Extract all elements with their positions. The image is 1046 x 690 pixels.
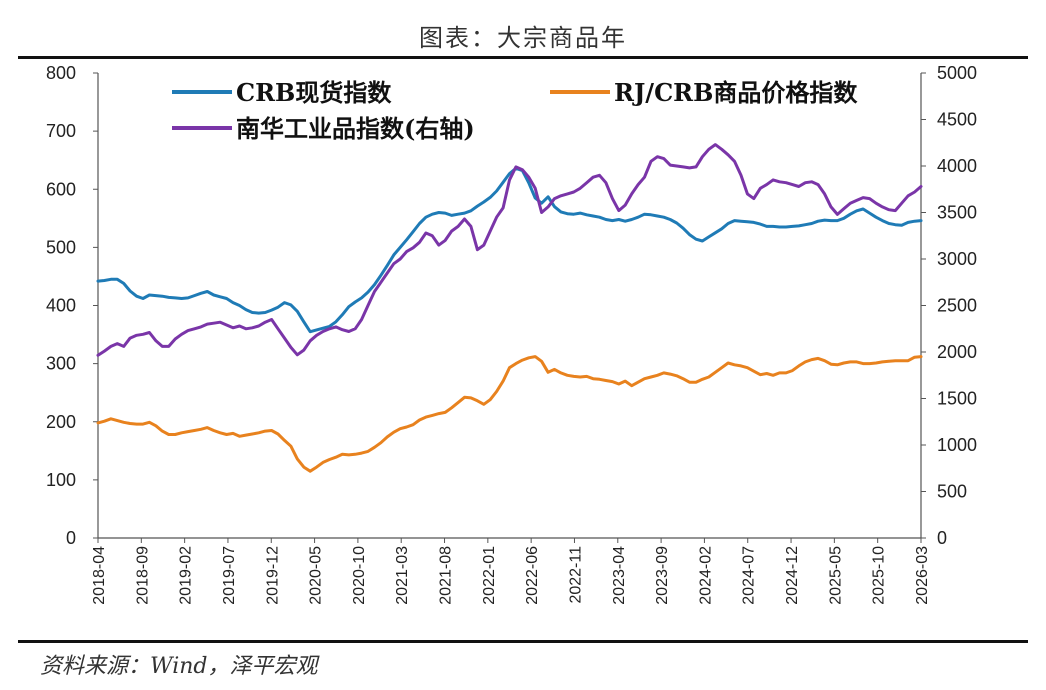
legend-label-rj: RJ/CRB商品价格指数 [614, 78, 858, 107]
y-left-tick-label: 800 [46, 63, 76, 83]
series-line-crb [96, 166, 923, 334]
x-tick-label: 2018-04 [91, 546, 108, 605]
x-tick-label: 2021-08 [438, 546, 455, 605]
x-tick-label: 2025-05 [827, 546, 844, 605]
x-tick-label: 2022-11 [567, 546, 584, 604]
y-right-tick-label: 4000 [937, 156, 977, 176]
x-tick-label: 2019-02 [178, 546, 195, 605]
y-left-tick-label: 200 [46, 412, 76, 432]
x-tick-label: 2020-10 [351, 546, 368, 605]
y-right-tick-label: 0 [937, 528, 947, 548]
x-tick-label: 2020-05 [308, 546, 325, 605]
axes-group: 0 100 200 300 400 500 600 700 800 0 500 1000 1500 200… [46, 63, 977, 605]
y-right-tick-label: 4500 [937, 110, 977, 130]
x-tick-label: 2024-12 [784, 546, 801, 605]
x-tick-label: 2023-04 [611, 546, 628, 605]
x-tick-label: 2018-09 [134, 546, 151, 605]
source-note: 资料来源：Wind，泽平宏观 [40, 654, 318, 679]
x-tick-label: 2026-03 [914, 546, 931, 605]
x-tick-label: 2021-03 [394, 546, 411, 605]
x-tick-label: 2024-02 [697, 546, 714, 605]
legend-label-crb: CRB现货指数 [236, 78, 392, 107]
series-line-rj [96, 355, 923, 473]
y-right-tick-label: 500 [937, 482, 967, 502]
y-left-tick-label: 100 [46, 470, 76, 490]
series-line-nanhua [96, 143, 923, 357]
y-left-tick-label: 700 [46, 121, 76, 141]
y-left-tick-label: 300 [46, 354, 76, 374]
y-right-tick-label: 1500 [937, 389, 977, 409]
x-tick-label: 2025-10 [871, 546, 888, 605]
bottom-rule [18, 640, 1028, 643]
series-lines-group [96, 143, 923, 473]
top-rule [18, 56, 1028, 59]
y-left-tick-label: 500 [46, 237, 76, 257]
x-tick-label: 2019-12 [264, 546, 281, 605]
legend-label-nanhua: 南华工业品指数(右轴) [236, 114, 475, 143]
y-left-tick-label: 600 [46, 179, 76, 199]
y-left-tick-label: 400 [46, 296, 76, 316]
y-right-tick-label: 1000 [937, 435, 977, 455]
y-right-tick-label: 3000 [937, 249, 977, 269]
x-tick-label: 2022-06 [524, 546, 541, 605]
y-right-tick-label: 3500 [937, 203, 977, 223]
y-right-tick-label: 2500 [937, 296, 977, 316]
y-right-tick-label: 2000 [937, 342, 977, 362]
y-left-tick-label: 0 [66, 528, 76, 548]
y-right-tick-label: 5000 [937, 63, 977, 83]
x-tick-label: 2023-09 [654, 546, 671, 605]
legend: CRB现货指数 RJ/CRB商品价格指数 南华工业品指数(右轴) [172, 78, 858, 143]
chart-title: 图表：大宗商品年 [419, 24, 627, 52]
x-tick-label: 2019-07 [221, 546, 238, 605]
x-tick-label: 2024-07 [741, 546, 758, 605]
x-tick-label: 2022-01 [481, 546, 498, 605]
